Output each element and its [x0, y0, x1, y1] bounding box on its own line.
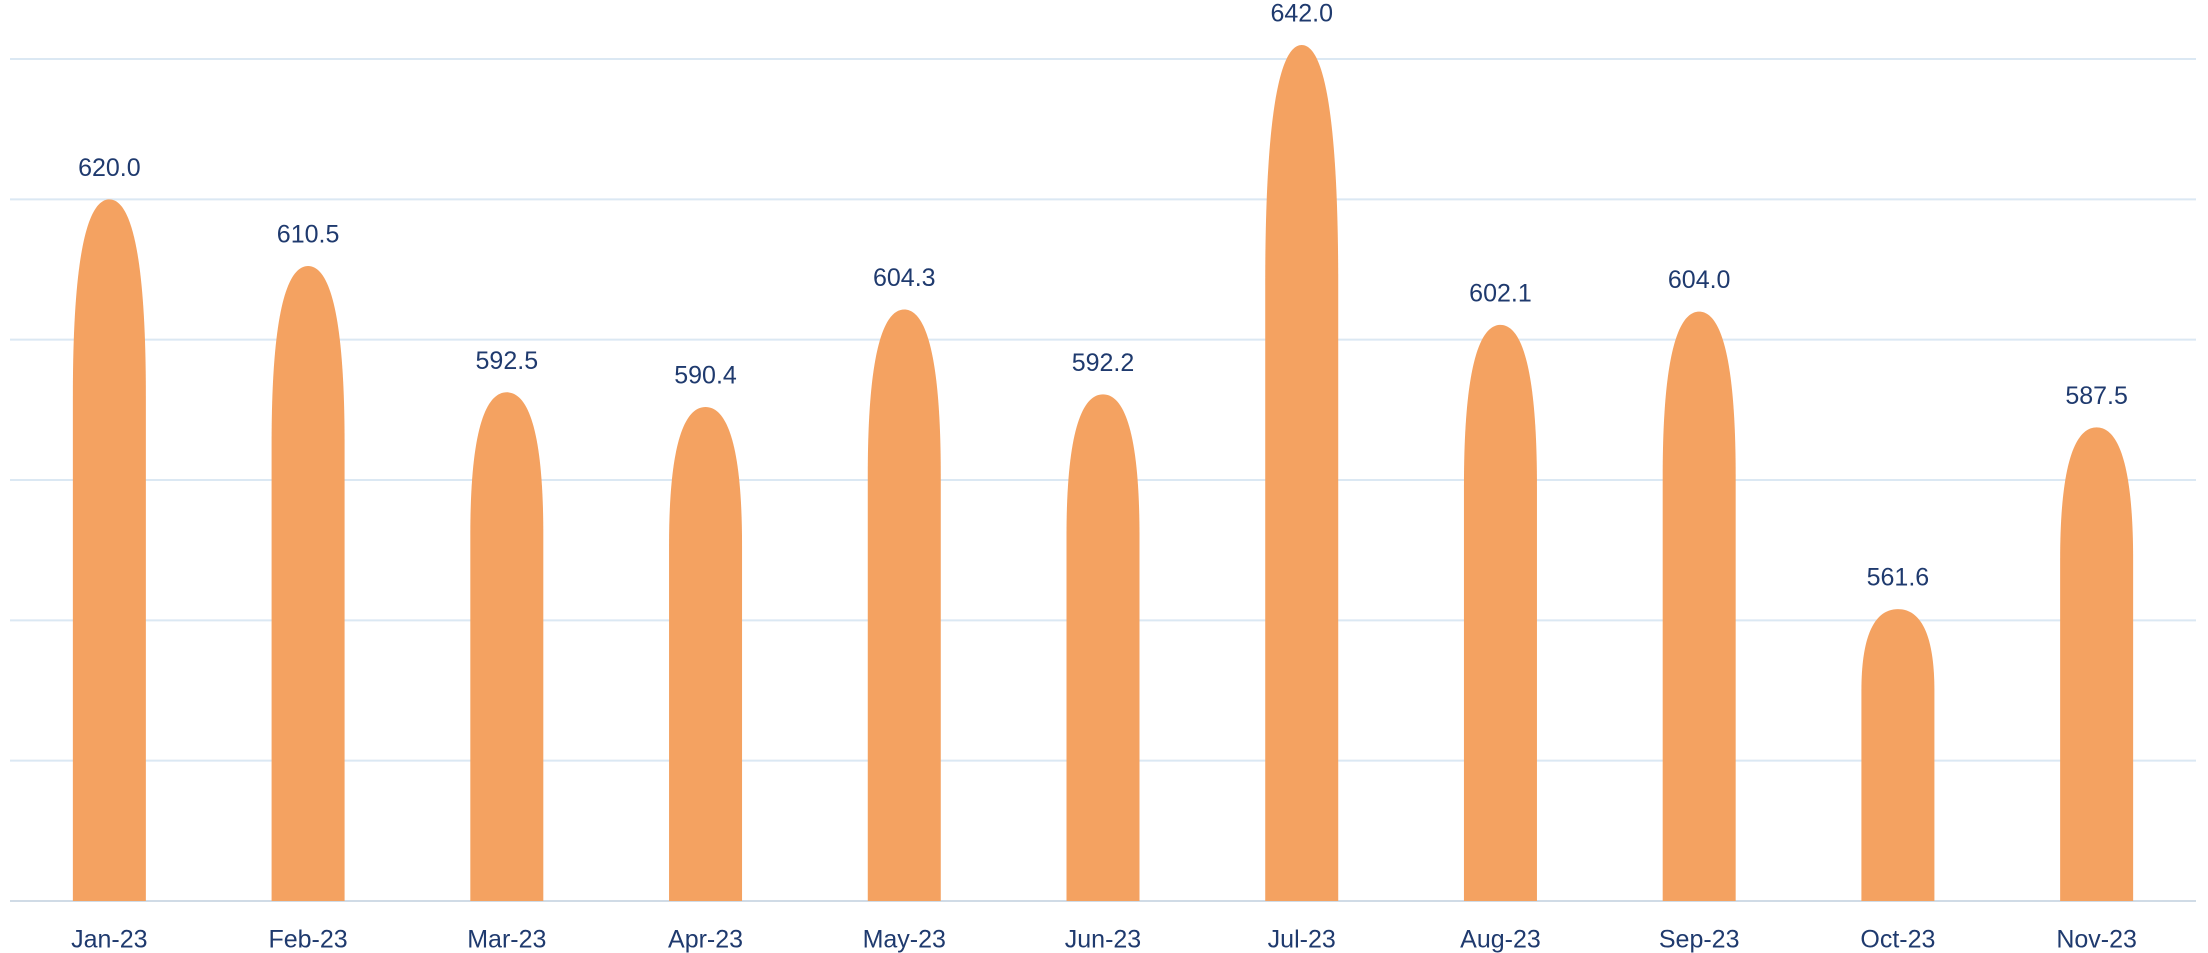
bar: [1265, 44, 1339, 901]
x-tick-label: May-23: [863, 926, 946, 953]
bar: [72, 199, 146, 902]
x-tick-label: Mar-23: [467, 926, 546, 953]
bar: [470, 392, 544, 901]
data-label: 642.0: [1270, 0, 1333, 28]
bar: [2060, 427, 2134, 901]
x-tick-label: Sep-23: [1659, 926, 1740, 953]
data-label: 592.2: [1072, 349, 1135, 377]
data-label: 561.6: [1867, 564, 1930, 592]
bar: [669, 407, 743, 901]
bar: [1662, 311, 1736, 902]
x-tick-label: Jan-23: [71, 926, 147, 953]
x-tick-label: Aug-23: [1460, 926, 1541, 953]
x-tick-label: Nov-23: [2056, 926, 2137, 953]
x-tick-label: Oct-23: [1860, 926, 1935, 953]
bar: [1463, 324, 1537, 902]
x-tick-label: Jul-23: [1268, 926, 1336, 953]
data-label: 587.5: [2065, 382, 2128, 410]
x-tick-label: Apr-23: [668, 926, 743, 953]
data-label: 590.4: [674, 362, 737, 390]
bar: [867, 309, 941, 901]
data-label: 620.0: [78, 154, 141, 182]
x-tick-label: Jun-23: [1065, 926, 1141, 953]
bar: [271, 265, 345, 901]
bar: [1861, 609, 1935, 901]
data-label: 592.5: [476, 347, 539, 375]
data-label: 604.3: [873, 264, 936, 292]
data-label: 610.5: [277, 221, 340, 249]
x-tick-label: Feb-23: [268, 926, 347, 953]
data-label: 604.0: [1668, 266, 1731, 294]
data-label: 602.1: [1469, 280, 1532, 308]
bar: [1066, 394, 1140, 901]
